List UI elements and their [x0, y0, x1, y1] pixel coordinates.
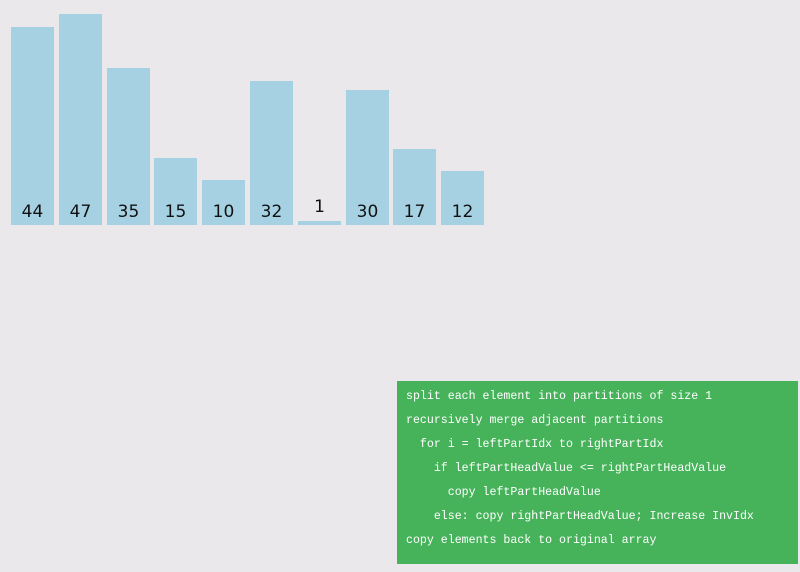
pseudocode-panel: split each element into partitions of si…: [397, 381, 798, 564]
array-bar: [59, 13, 102, 225]
array-bar-label: 15: [164, 202, 187, 222]
pseudocode-line: for i = leftPartIdx to rightPartIdx: [406, 438, 664, 451]
array-bar: [202, 180, 245, 225]
array-bar-label: 35: [117, 202, 140, 222]
array-bar: [11, 27, 54, 225]
array-bar: [393, 148, 436, 225]
array-bar-label: 17: [403, 202, 426, 222]
array-bar: [250, 81, 293, 225]
array-bar-label: 1: [314, 196, 325, 217]
array-bar-label: 10: [212, 202, 235, 222]
pseudocode-line: else: copy rightPartHeadValue; Increase …: [406, 510, 754, 523]
array-bar: [298, 220, 341, 225]
pseudocode-line: copy leftPartHeadValue: [406, 486, 601, 499]
array-bar-label: 44: [21, 202, 44, 222]
pseudocode-line: if leftPartHeadValue <= rightPartHeadVal…: [406, 462, 727, 475]
array-bar: [154, 157, 197, 225]
pseudocode-line: copy elements back to original array: [406, 534, 657, 547]
pseudocode-line: recursively merge adjacent partitions: [406, 414, 664, 427]
array-bar-label: 30: [356, 202, 379, 222]
array-bar: [441, 171, 484, 225]
array-bar-label: 12: [451, 202, 474, 222]
array-bar-label: 32: [260, 202, 283, 222]
array-bar: [107, 67, 150, 225]
array-bar-label: 47: [69, 202, 92, 222]
pseudocode-line: split each element into partitions of si…: [406, 390, 713, 403]
array-bar: [346, 90, 389, 225]
